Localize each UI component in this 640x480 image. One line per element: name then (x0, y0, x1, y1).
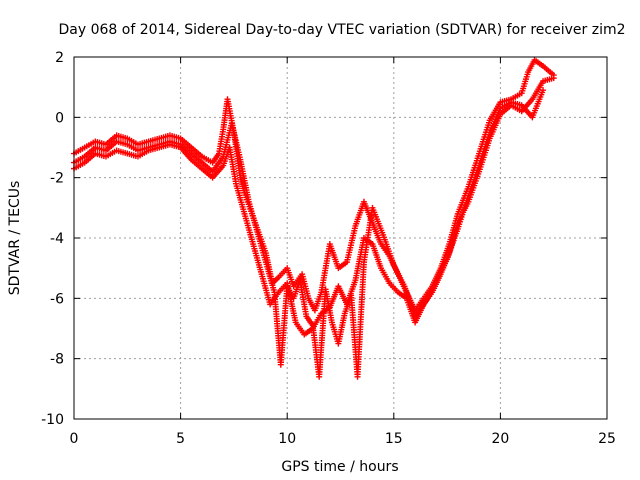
y-axis-title: SDTVAR / TECUs (7, 181, 23, 296)
series-3 (71, 87, 547, 380)
y-tick-label: 0 (55, 110, 64, 126)
chart-title: Day 068 of 2014, Sidereal Day-to-day VTE… (59, 22, 626, 38)
x-tick-label: 0 (70, 431, 79, 447)
x-tick-label: 15 (385, 431, 403, 447)
data-point (550, 75, 557, 82)
x-tick-label: 10 (278, 431, 296, 447)
y-tick-label: 2 (55, 50, 64, 66)
x-tick-label: 20 (491, 431, 509, 447)
data-point (540, 87, 547, 94)
y-tick-label: -10 (41, 412, 64, 428)
x-tick-label: 25 (598, 431, 616, 447)
series-2 (71, 75, 557, 338)
y-tick-label: -2 (50, 171, 64, 187)
data-series (71, 57, 557, 380)
axis-ticks: 0 5 10 15 20 25 -10 -8 -6 -4 -2 0 2 (41, 50, 616, 447)
gridlines (74, 57, 607, 419)
x-axis-title: GPS time / hours (281, 459, 398, 475)
y-tick-label: -8 (50, 352, 64, 368)
y-tick-label: -6 (50, 291, 64, 307)
y-tick-label: -4 (50, 231, 64, 247)
series-1 (71, 57, 557, 314)
x-tick-label: 5 (176, 431, 185, 447)
